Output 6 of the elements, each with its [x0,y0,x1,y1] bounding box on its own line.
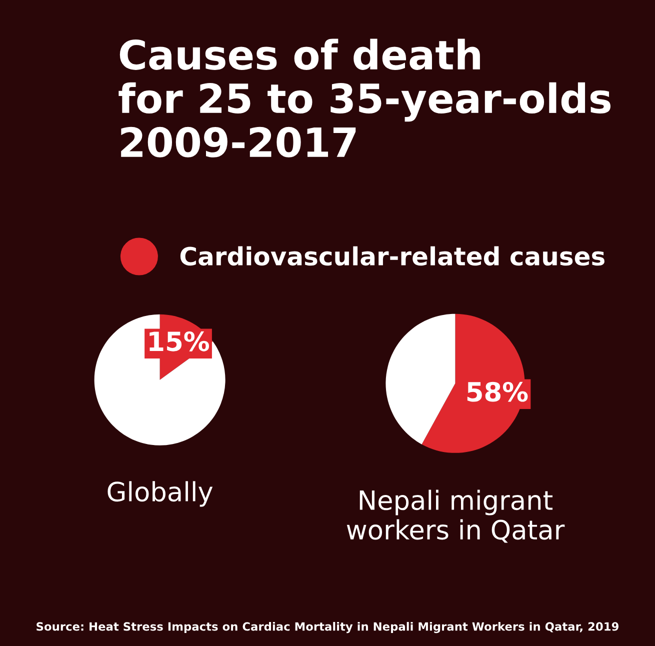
legend-label: Cardiovascular-related causes [180,246,604,266]
text: Globally [108,481,213,507]
text: Nepali migrant workers in Qatar [346,490,565,543]
chart-title: Causes of death for 25 to 35-year-olds 2009-2017 [118,38,610,158]
data-label: 58% [467,382,528,402]
source-note: Source: Heat Stress Impacts on Cardiac Mortality in Nepali Migrant Workers in Qatar, 2019 [36,622,618,634]
